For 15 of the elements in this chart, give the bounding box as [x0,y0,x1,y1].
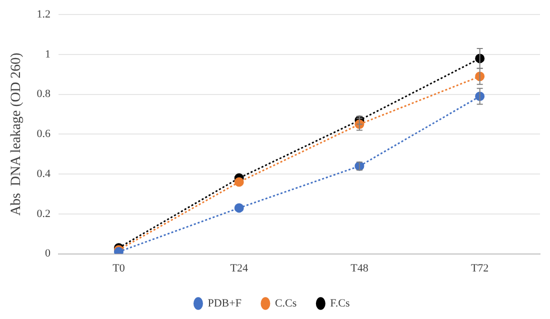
y-axis-title: Abs DNA leakage (OD 260) [9,52,24,216]
legend-label: F.Cs [330,297,350,310]
x-tick-label: T72 [470,262,489,274]
y-tick-label: 0 [45,248,52,260]
legend-label: C.Cs [274,297,297,310]
y-tick-label: 1 [45,48,51,60]
y-tick-label: 0.6 [36,128,52,140]
y-tick-label: 0.2 [36,208,51,220]
y-tick-label: 0.4 [36,168,52,180]
legend-label: PDB+F [208,297,242,310]
y-tick-label: 1.2 [36,8,51,20]
x-tick-label: T48 [350,262,369,274]
x-tick-label: T0 [112,262,126,274]
x-tick-label: T24 [230,262,248,274]
y-tick-label: 0.8 [36,88,52,100]
